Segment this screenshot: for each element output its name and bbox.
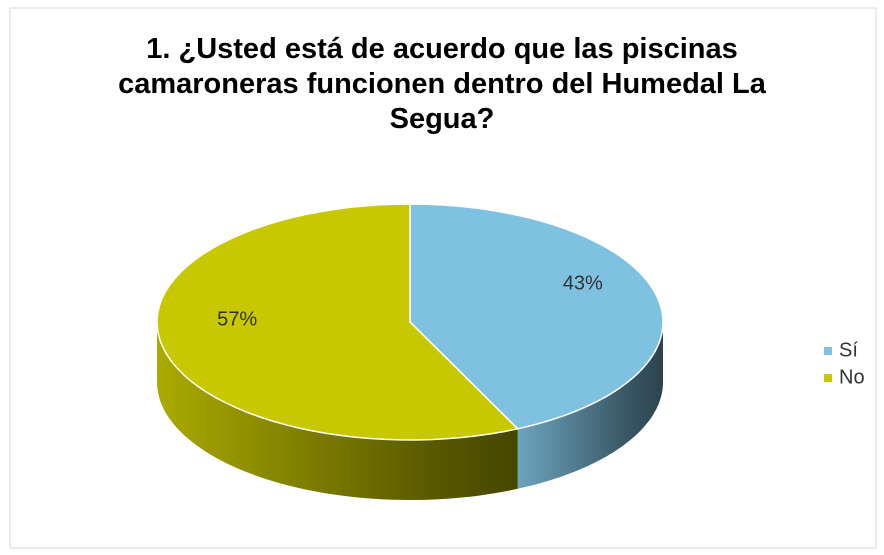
data-label: 57% bbox=[217, 308, 257, 330]
legend-swatch bbox=[824, 347, 832, 355]
legend-swatch bbox=[824, 374, 832, 382]
legend-label: Sí bbox=[839, 339, 858, 361]
chart-title: 1. ¿Usted está de acuerdo que las piscin… bbox=[118, 33, 766, 135]
slice-side-shade bbox=[157, 322, 518, 500]
slice bbox=[409, 203, 664, 430]
data-label: 43% bbox=[563, 272, 603, 294]
legend-label: No bbox=[839, 366, 865, 388]
slice bbox=[156, 203, 520, 441]
